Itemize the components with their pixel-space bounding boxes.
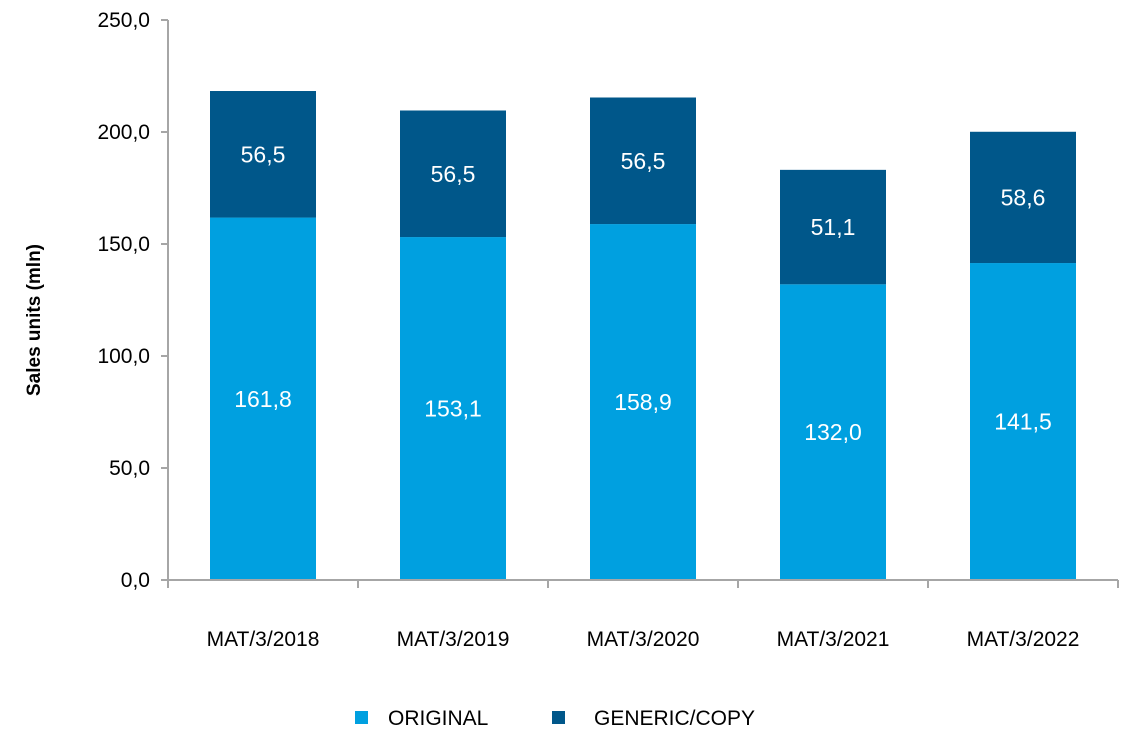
bar-segment [400,110,506,238]
bar-segment [590,224,696,580]
bar-segment [210,217,316,580]
x-ticks-layer: MAT/3/2018 MAT/3/2019 MAT/3/2020 MAT/3/2021… [167,580,1119,651]
data-label: 56,5 [241,141,286,167]
data-label: 58,6 [1001,184,1046,210]
data-label: 141,5 [994,409,1052,435]
data-label: 56,5 [621,148,666,174]
y-tick-label: 50,0 [109,457,150,480]
bar-segment [970,263,1076,580]
bar-segment [400,237,506,580]
x-tick-label: MAT/3/2020 [587,628,700,651]
bar-segment [970,131,1076,264]
legend-swatch [355,711,368,724]
y-tick-label: 150,0 [97,233,150,256]
legend: ORIGINAL GENERIC/COPY [355,707,755,730]
y-tick-label: 0,0 [121,569,150,592]
legend-label: GENERIC/COPY [594,707,755,730]
bar-segment [590,97,696,225]
data-label: 51,1 [811,214,856,240]
data-label: 161,8 [234,386,292,412]
axes-layer [167,20,1118,581]
bars-layer [210,91,1076,580]
y-axis-label: Sales units (mln) [24,244,45,396]
bar-segment [210,91,316,218]
x-tick-label: MAT/3/2019 [397,628,510,651]
data-label: 56,5 [431,161,476,187]
data-label: 158,9 [614,389,672,415]
y-ticks-layer: 0,0 50,0 100,0 150,0 200,0 250,0 [97,9,168,592]
x-tick-label: MAT/3/2022 [967,628,1080,651]
bar-segment [780,284,886,580]
x-tick-label: MAT/3/2021 [777,628,890,651]
y-tick-label: 200,0 [97,121,150,144]
x-tick-label: MAT/3/2018 [207,628,320,651]
y-tick-label: 100,0 [97,345,150,368]
data-label: 132,0 [804,419,862,445]
y-tick-label: 250,0 [97,9,150,32]
data-label: 153,1 [424,396,482,422]
legend-label: ORIGINAL [388,707,488,730]
legend-swatch [552,711,565,724]
bar-segment [780,169,886,285]
value-labels-layer: 161,8 56,5 153,1 56,5 158,9 56,5 132,0 51,1 141,… [234,141,1052,445]
